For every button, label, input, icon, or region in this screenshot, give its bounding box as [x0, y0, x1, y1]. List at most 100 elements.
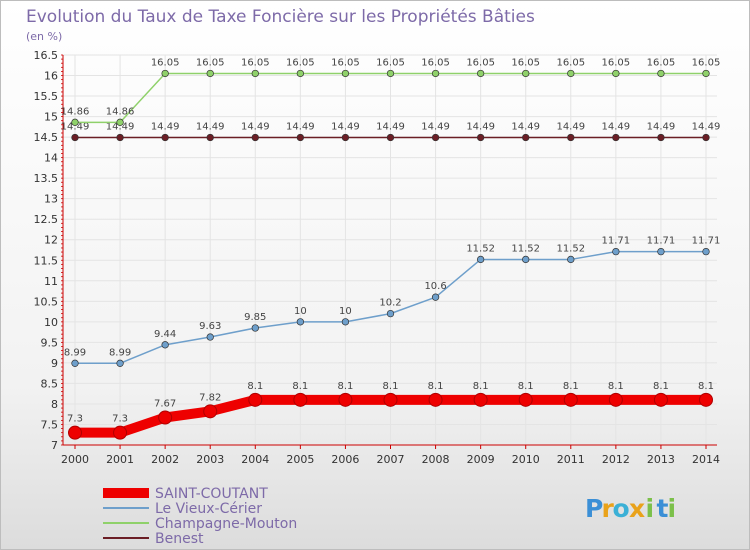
data-point: [476, 255, 485, 264]
x-tick-label: 2006: [331, 453, 359, 466]
data-label: 14.49: [196, 122, 225, 133]
data-label: 16.05: [511, 57, 540, 68]
data-label: 8.1: [337, 381, 353, 392]
chart-subtitle: (en %): [26, 30, 62, 43]
data-point: [68, 425, 82, 440]
x-tick-label: 2009: [467, 453, 495, 466]
data-label: 14.49: [106, 122, 135, 133]
data-point: [116, 118, 124, 126]
data-label: 16.05: [376, 57, 405, 68]
data-point: [206, 133, 214, 142]
data-point: [657, 247, 665, 256]
data-point: [158, 410, 173, 425]
data-point: [567, 133, 575, 142]
data-point: [71, 359, 79, 367]
data-label: 8.1: [563, 381, 579, 392]
data-point: [116, 359, 124, 367]
y-tick-label: 13: [44, 193, 58, 206]
series-le-vieux-c-rier: 8.99 8.99 9.44 9.63 9.85 10 10 10.2 10.6 11.52 11.…: [64, 236, 720, 367]
data-point: [383, 392, 398, 407]
logo-letter: P: [585, 494, 603, 523]
data-point: [341, 133, 350, 142]
legend-label: Benest: [155, 531, 204, 547]
data-point: [653, 392, 668, 407]
data-label: 8.1: [608, 381, 624, 392]
data-point: [567, 255, 575, 264]
data-point: [518, 392, 533, 407]
data-label: 16.05: [466, 57, 495, 68]
data-label: 11.52: [466, 243, 495, 254]
data-label: 7.3: [67, 414, 83, 425]
data-label: 8.1: [247, 381, 263, 392]
data-point: [431, 69, 440, 78]
series-champagne-mouton: 14.86 14.86 16.05 16.05 16.05 16.05 16.05 16.05…: [61, 57, 721, 126]
data-point: [612, 247, 620, 256]
legend-label: Le Vieux-Cérier: [155, 501, 262, 517]
y-tick-label: 9: [51, 357, 58, 370]
x-tick-label: 2013: [647, 453, 675, 466]
data-point: [293, 392, 308, 407]
proxiti-logo: Pro x i t i: [585, 494, 676, 523]
data-label: 14.49: [602, 122, 631, 133]
data-point: [428, 392, 443, 407]
data-point: [522, 255, 530, 264]
x-tick-label: 2001: [106, 453, 134, 466]
data-label: 14.49: [331, 122, 360, 133]
chart-title: Evolution du Taux de Taxe Foncière sur l…: [26, 7, 535, 27]
data-point: [476, 69, 485, 78]
data-point: [386, 309, 395, 318]
data-point: [71, 118, 79, 126]
x-tick-label: 2008: [422, 453, 450, 466]
data-label: 14.49: [421, 122, 450, 133]
logo-letter: x: [629, 494, 645, 523]
series-benest: 14.49 14.49 14.49 14.49 14.49 14.49 14.49 14.49…: [61, 122, 721, 142]
data-point: [431, 133, 440, 142]
data-point: [113, 425, 128, 440]
data-label: 16.05: [692, 57, 721, 68]
data-point: [251, 69, 259, 78]
data-label: 8.99: [109, 347, 131, 358]
y-tick-label: 8.5: [41, 377, 59, 390]
data-label: 16.05: [647, 57, 676, 68]
data-label: 10: [294, 306, 307, 317]
data-label: 8.1: [292, 381, 308, 392]
data-label: 9.44: [154, 329, 176, 340]
data-point: [248, 392, 263, 407]
y-tick-label: 15.5: [34, 90, 59, 103]
data-point: [473, 392, 488, 407]
data-point: [296, 318, 305, 326]
legend-label: Champagne-Mouton: [155, 516, 297, 532]
x-tick-label: 2012: [602, 453, 630, 466]
x-tick-label: 2005: [286, 453, 314, 466]
data-label: 8.1: [383, 381, 399, 392]
x-tick-label: 2014: [692, 453, 720, 466]
x-tick-label: 2003: [196, 453, 224, 466]
y-tick-label: 7: [51, 439, 58, 452]
data-point: [522, 133, 530, 142]
data-point: [657, 69, 665, 78]
data-point: [296, 69, 305, 78]
data-label: 9.63: [199, 321, 221, 332]
data-point: [206, 69, 214, 78]
data-label: 16.05: [556, 57, 585, 68]
data-point: [206, 333, 214, 341]
data-label: 14.49: [61, 122, 90, 133]
data-label: 14.49: [692, 122, 721, 133]
y-tick-label: 12: [44, 234, 58, 247]
data-label: 14.49: [556, 122, 585, 133]
data-label: 14.86: [106, 106, 135, 117]
data-label: 7.82: [199, 392, 221, 403]
data-label: 11.52: [511, 243, 540, 254]
data-label: 8.99: [64, 347, 86, 358]
data-label: 14.49: [647, 122, 676, 133]
x-tick-label: 2011: [557, 453, 585, 466]
data-point: [612, 69, 620, 78]
y-tick-label: 7.5: [41, 418, 59, 431]
data-point: [251, 324, 259, 332]
data-label: 8.1: [473, 381, 489, 392]
data-label: 8.1: [428, 381, 444, 392]
x-tick-label: 2000: [61, 453, 89, 466]
y-tick-label: 14.5: [34, 131, 59, 144]
